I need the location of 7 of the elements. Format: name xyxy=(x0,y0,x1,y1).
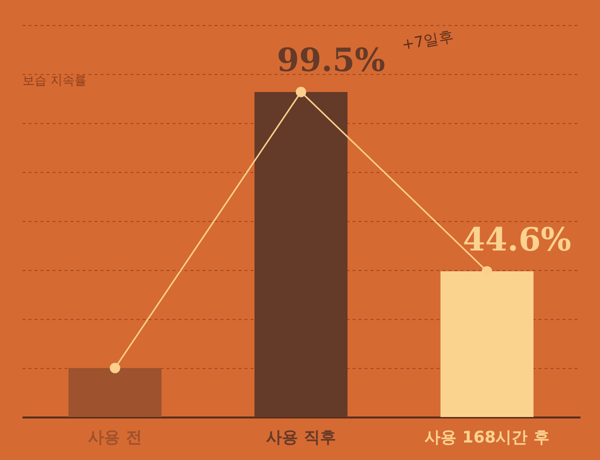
data-label: 44.6% xyxy=(462,220,572,258)
x-tick-label: 사용 전 xyxy=(88,428,142,446)
y-axis-title: 보습 지속률 xyxy=(22,74,86,88)
data-label: 99.5% xyxy=(276,40,386,79)
x-tick-label: 사용 168시간 후 xyxy=(424,428,550,446)
annotation: +7일후 xyxy=(400,27,455,54)
x-tick-label: 사용 직후 xyxy=(266,428,336,446)
